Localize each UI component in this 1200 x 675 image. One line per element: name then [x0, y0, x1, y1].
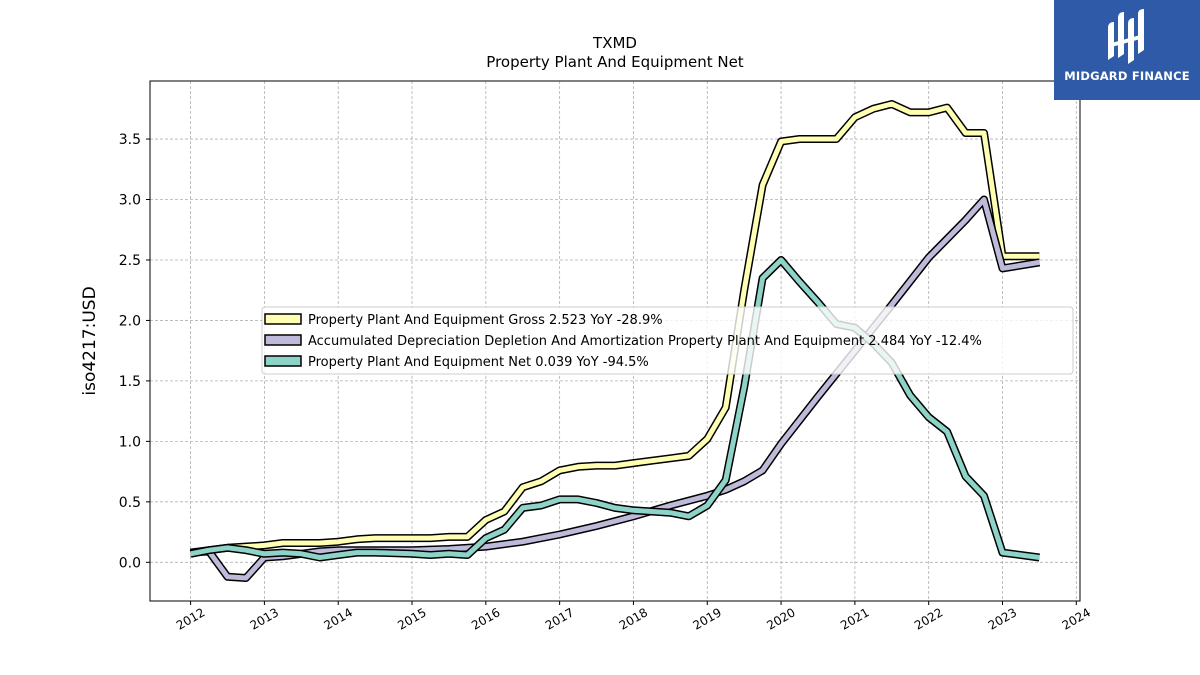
y-tick-label: 1.0: [119, 434, 141, 450]
x-tick-label: 2018: [617, 605, 650, 632]
plot-frame: [149, 80, 1081, 602]
chart-title: TXMD: [592, 34, 637, 52]
x-tick-label: 2014: [321, 605, 354, 632]
x-tick-label: 2024: [1060, 605, 1093, 632]
chart-subtitle: Property Plant And Equipment Net: [486, 53, 743, 71]
y-axis-label: iso4217:USD: [80, 286, 100, 395]
series-line-3: [189, 256, 1040, 562]
x-tick-label: 2012: [174, 605, 207, 632]
series-line-2: [190, 195, 1041, 582]
x-tick-label: 2016: [469, 605, 502, 632]
series-stroke: [190, 197, 1040, 581]
legend-swatch: [264, 313, 302, 325]
legend-entry: Property Plant And Equipment Gross 2.523…: [308, 313, 663, 328]
legend: Property Plant And Equipment Gross 2.523…: [261, 306, 1074, 375]
legend-swatch: [264, 355, 302, 367]
x-tick-label: 2021: [838, 605, 871, 632]
y-tick-label: 1.5: [119, 374, 141, 390]
x-tick-label: 2023: [986, 605, 1019, 632]
legend-entry: Accumulated Depreciation Depletion And A…: [308, 334, 982, 349]
series-outline: [189, 256, 1040, 562]
legend-swatch: [264, 334, 302, 346]
x-tick-label: 2013: [248, 605, 281, 632]
legend-box: [261, 306, 1074, 375]
series-line-1: [190, 100, 1040, 557]
x-axis: 2012 2013 2014 2015 2016 2017 2018 2019 2020 2021…: [174, 601, 1093, 633]
x-tick-label: 2017: [543, 605, 576, 632]
series-stroke: [190, 101, 1040, 556]
watermark-logo: MIDGARD FINANCE: [1054, 0, 1200, 100]
y-axis: 0.0 0.5 1.0 1.5 2.0 2.5 3.0 3.5: [119, 132, 150, 571]
y-tick-label: 3.5: [119, 132, 141, 148]
x-tick-label: 2019: [691, 605, 724, 632]
x-tick-label: 2015: [395, 605, 428, 632]
y-tick-label: 2.0: [119, 313, 141, 329]
legend-entry: Property Plant And Equipment Net 0.039 Y…: [308, 355, 649, 370]
series-stroke: [190, 257, 1040, 560]
x-tick-label: 2022: [912, 605, 945, 632]
y-tick-label: 3.0: [119, 193, 141, 209]
midgard-logo-icon: [1108, 9, 1144, 64]
x-tick-label: 2020: [764, 605, 797, 632]
y-tick-label: 0.5: [119, 495, 141, 511]
y-tick-label: 2.5: [119, 253, 141, 269]
y-tick-label: 0.0: [119, 555, 141, 571]
watermark-text: MIDGARD FINANCE: [1064, 69, 1190, 83]
